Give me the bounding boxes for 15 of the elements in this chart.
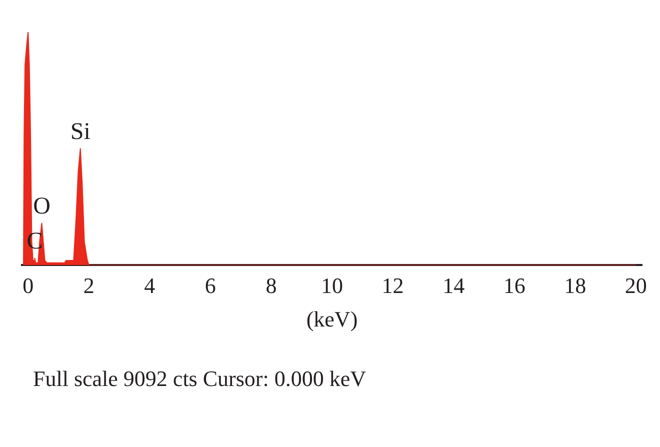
x-tick-label: 2	[83, 273, 94, 298]
x-tick-label: 16	[503, 273, 526, 298]
x-tick-label: 4	[144, 273, 156, 298]
x-tick-label: 18	[564, 273, 586, 298]
text: Full scale 9092 cts Cursor: 0.000 keV	[33, 366, 366, 391]
x-tick-label: 10	[321, 273, 343, 298]
x-tick-label: 6	[204, 273, 216, 298]
x-tick-label: 0	[22, 273, 34, 298]
annotation: O	[33, 194, 50, 220]
x-tick-label: 12	[382, 273, 404, 298]
x-tick-label: 8	[266, 273, 277, 298]
x-tick-label: 14	[442, 273, 465, 298]
annotation: Si	[70, 118, 91, 145]
x-tick-label: 20	[624, 273, 647, 298]
x-axis-title: (keV)	[306, 306, 358, 332]
